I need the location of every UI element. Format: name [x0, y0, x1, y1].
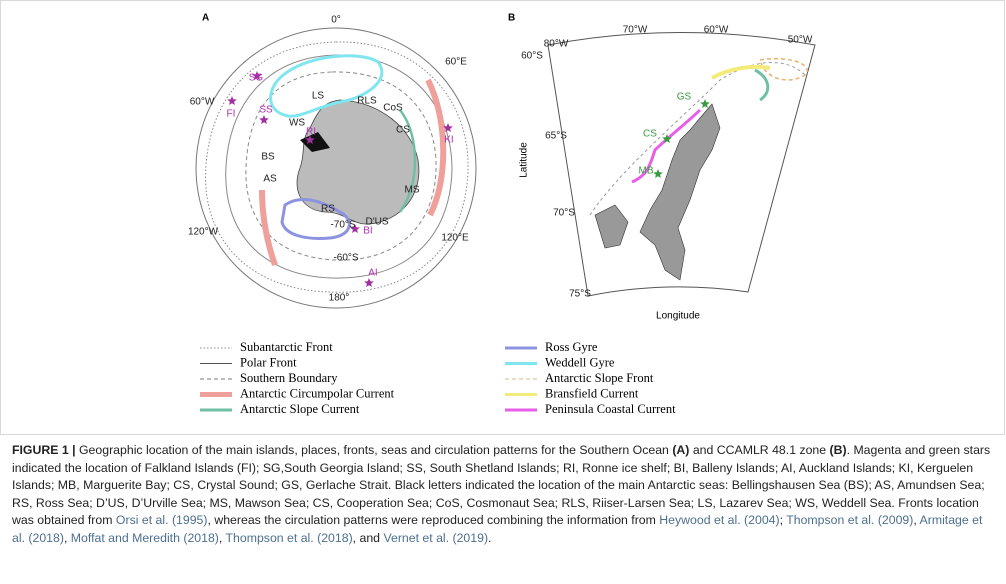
map-label: AI [368, 268, 377, 279]
map-label: 75°S [569, 289, 591, 300]
caption-text: (A) [672, 443, 689, 457]
map-b [548, 33, 815, 297]
caption-text: . [488, 531, 491, 545]
map-label: MS [405, 185, 420, 196]
map-label: SS [259, 105, 273, 116]
panel-label: A [202, 13, 209, 24]
map-a [196, 28, 476, 308]
caption-text: Geographic location of the main islands,… [76, 443, 673, 457]
map-label: -70°S [330, 220, 355, 231]
map-label: KI [444, 135, 453, 146]
figure-border [1, 1, 1005, 435]
legend-label: Antarctic Slope Front [545, 371, 654, 385]
citation[interactable]: Thompson et al. (2009) [786, 513, 913, 527]
map-label: SG [249, 73, 264, 84]
panel-label: B [508, 13, 515, 24]
legend-label: Subantarctic Front [240, 340, 333, 354]
map-label: MB [639, 166, 654, 177]
legend-label: Polar Front [240, 355, 297, 369]
map-label: 120°W [188, 227, 219, 238]
citation[interactable]: Moffat and Meredith (2018) [71, 531, 219, 545]
map-label: GS [677, 92, 692, 103]
map-label: FI [227, 109, 236, 120]
map-label: 70°S [553, 208, 575, 219]
caption-text: , and [353, 531, 384, 545]
map-label: BS [261, 152, 275, 163]
legend-label: Antarctic Circumpolar Current [240, 386, 395, 400]
map-label: 70°W [623, 25, 648, 36]
caption-text: , whereas the circulation patterns were … [208, 513, 660, 527]
legend-label: Peninsula Coastal Current [545, 402, 676, 416]
y-axis-label: Latitude [519, 142, 530, 178]
citation[interactable]: Heywood et al. (2004) [659, 513, 779, 527]
x-axis-label: Longitude [656, 311, 700, 322]
map-label: WS [289, 118, 305, 129]
map-label: CoS [383, 103, 403, 114]
map-label: 60°W [704, 25, 729, 36]
caption-text: , [64, 531, 71, 545]
legend-label: Southern Boundary [240, 371, 338, 385]
map-label: CS [643, 129, 657, 140]
map-label: 180° [329, 293, 350, 304]
page: {"panel_a": {"label": "A", "labels": ["0… [0, 0, 1006, 584]
citation[interactable]: Vernet et al. (2019) [383, 531, 488, 545]
legend-label: Bransfield Current [545, 386, 639, 400]
caption-text: (B) [830, 443, 847, 457]
map-label: 60°E [445, 57, 467, 68]
map-label: LS [312, 91, 325, 102]
map-label: 0° [331, 15, 341, 26]
caption-text: and CCAMLR 48.1 zone [689, 443, 829, 457]
caption: FIGURE 1 | Geographic location of the ma… [12, 442, 997, 547]
legend-label: Antarctic Slope Current [240, 402, 360, 416]
map-label: -60°S [333, 253, 358, 264]
map-label: BI [363, 226, 372, 237]
map-label: 60°W [190, 97, 215, 108]
citation[interactable]: Orsi et al. (1995) [116, 513, 208, 527]
map-label: RI [306, 127, 316, 138]
map-label: RS [321, 204, 335, 215]
legend-label: Weddell Gyre [545, 355, 615, 369]
map-label: 120°E [441, 233, 469, 244]
map-label: 80°W [544, 39, 569, 50]
legend-label: Ross Gyre [545, 340, 598, 354]
map-label: AS [263, 174, 277, 185]
citation[interactable]: Thompson et al. (2018) [226, 531, 353, 545]
map-label: RLS [357, 96, 377, 107]
map-label: CS [396, 125, 410, 136]
map-label: 60°S [521, 51, 543, 62]
map-label: 50°W [788, 35, 813, 46]
caption-text: , [219, 531, 226, 545]
caption-label: FIGURE 1 | [12, 443, 76, 457]
map-label: 65°S [545, 131, 567, 142]
